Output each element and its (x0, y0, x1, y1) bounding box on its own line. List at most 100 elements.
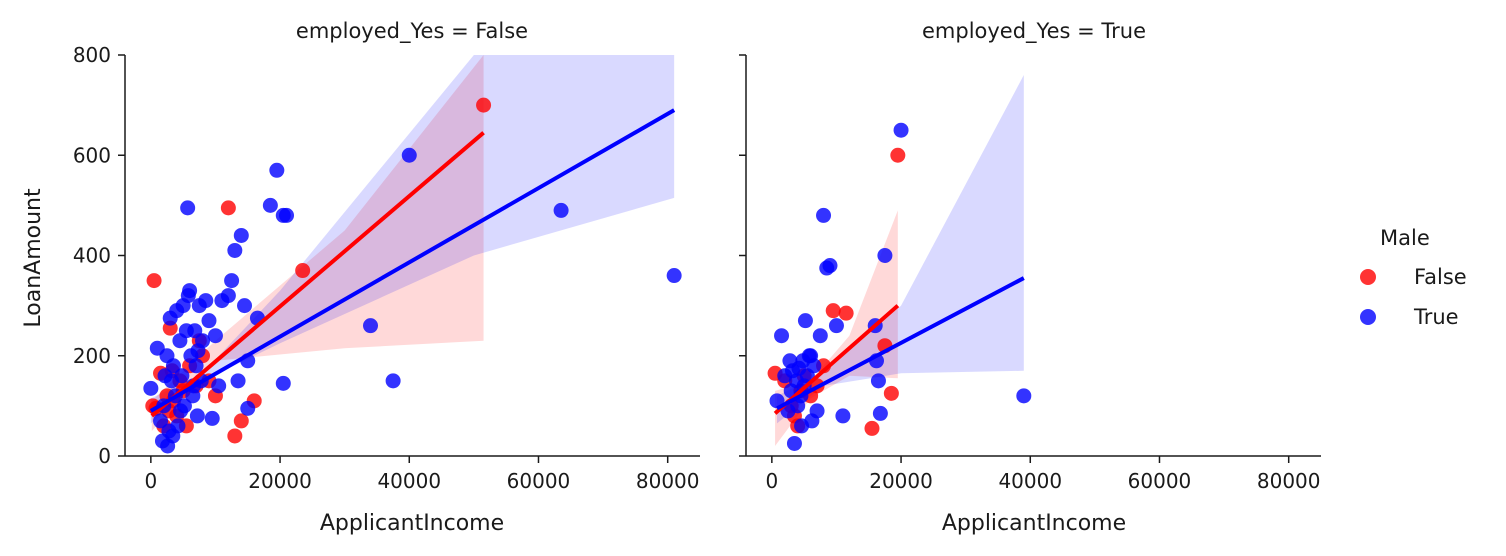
legend: Male False True (1360, 226, 1467, 329)
panel-title-left: employed_Yes = False (296, 19, 528, 44)
data-point-true (870, 373, 886, 389)
ci-band-true (777, 75, 1024, 424)
data-point-true (198, 293, 214, 309)
x-tick-label: 20000 (248, 469, 312, 493)
data-point-true (797, 313, 813, 329)
axes: 0 20000 40000 60000 80000 (739, 54, 1321, 493)
data-point-true (233, 227, 249, 243)
data-point-false (233, 413, 249, 429)
y-tick-label: 800 (73, 43, 111, 67)
data-point-true (182, 283, 198, 299)
x-tick-label: 40000 (377, 469, 441, 493)
data-point-true (786, 435, 802, 451)
data-point-true (190, 343, 206, 359)
data-point-false (476, 97, 492, 113)
data-point-true (211, 378, 227, 394)
regression-lines (149, 108, 676, 418)
data-point-true (812, 328, 828, 344)
data-point-false (838, 305, 854, 321)
data-point-true (174, 368, 190, 384)
data-point-true (204, 410, 220, 426)
data-point-true (816, 207, 832, 223)
legend-label-false: False (1414, 265, 1467, 289)
data-point-true (774, 328, 790, 344)
data-point-true (143, 380, 159, 396)
panel-employed-false: employed_Yes = False 0 20000 40000 60000 800… (21, 19, 700, 536)
legend-marker-false (1360, 269, 1376, 285)
data-point-true (201, 313, 217, 329)
y-axis-label: LoanAmount (21, 188, 46, 328)
data-point-true (385, 373, 401, 389)
regression-line-false (150, 131, 485, 418)
data-point-false (146, 273, 162, 289)
data-point-true (207, 328, 223, 344)
data-point-false (864, 420, 880, 436)
data-point-true (806, 358, 822, 374)
data-point-true (153, 413, 169, 429)
data-point-true (165, 358, 181, 374)
data-point-true (180, 200, 196, 216)
scatter-points (767, 122, 1032, 451)
data-point-true (237, 298, 253, 314)
data-point-true (822, 258, 838, 274)
ci-band-false (151, 55, 484, 431)
data-point-true (828, 318, 844, 334)
confidence-bands (150, 55, 675, 431)
data-point-true (1016, 388, 1032, 404)
data-point-true (877, 248, 893, 263)
data-point-true (262, 197, 278, 213)
x-tick-label: 40000 (998, 469, 1062, 493)
y-tick-label: 400 (73, 244, 111, 268)
data-point-true (835, 408, 851, 424)
y-tick-label: 0 (98, 444, 111, 468)
legend-marker-true (1360, 309, 1376, 325)
data-point-true (220, 288, 236, 304)
data-point-false (295, 263, 311, 279)
legend-label-true: True (1413, 305, 1459, 329)
data-point-false (227, 428, 243, 444)
x-tick-label: 0 (765, 469, 778, 493)
data-point-false (220, 200, 236, 216)
regression-line-true (776, 276, 1025, 411)
data-point-false (890, 147, 906, 163)
data-point-true (240, 400, 256, 416)
x-axis-label-left: ApplicantIncome (320, 511, 504, 536)
data-point-true (230, 373, 246, 389)
legend-title: Male (1380, 226, 1430, 250)
panel-title-right: employed_Yes = True (922, 19, 1146, 44)
data-point-true (401, 147, 417, 163)
data-point-true (188, 358, 204, 374)
x-tick-label: 20000 (869, 469, 933, 493)
ci-band-true (150, 55, 675, 424)
data-point-false (825, 303, 841, 319)
x-tick-label: 60000 (1128, 469, 1192, 493)
data-point-true (165, 428, 181, 444)
data-point-true (275, 375, 291, 391)
data-point-true (269, 162, 285, 178)
data-point-true (872, 405, 888, 421)
panel-employed-true: employed_Yes = True 0 20000 40000 60000 8000… (739, 19, 1321, 536)
data-point-true (363, 318, 379, 334)
regression-line-false (773, 304, 900, 415)
x-axis-label-right: ApplicantIncome (942, 511, 1126, 536)
y-tick-label: 200 (73, 344, 111, 368)
data-point-true (224, 273, 240, 289)
regression-line-true (149, 108, 676, 413)
data-point-true (553, 202, 569, 218)
regression-lines (773, 276, 1025, 415)
y-tick-label: 600 (73, 143, 111, 167)
x-tick-label: 80000 (1257, 469, 1321, 493)
data-point-true (666, 268, 682, 284)
data-point-false (883, 385, 899, 401)
data-point-true (893, 122, 909, 138)
data-point-true (794, 418, 810, 434)
data-point-true (173, 403, 189, 419)
x-tick-label: 60000 (507, 469, 571, 493)
data-point-true (279, 207, 295, 223)
data-point-true (189, 408, 205, 424)
axes: 0 20000 40000 60000 80000 0 200 400 600 800 (73, 43, 700, 493)
data-point-true (227, 242, 243, 258)
x-tick-label: 80000 (636, 469, 700, 493)
x-tick-label: 0 (144, 469, 157, 493)
